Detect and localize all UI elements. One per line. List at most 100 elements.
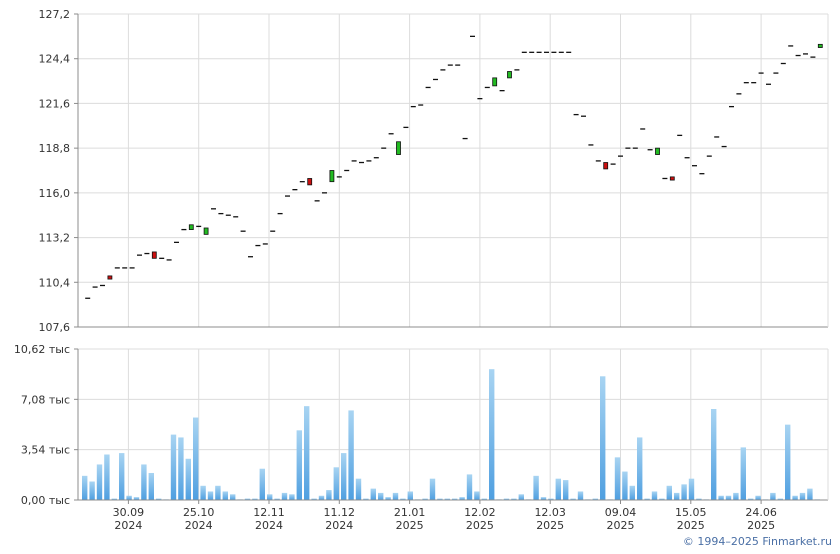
volume-bar: [770, 492, 776, 500]
volume-bar: [644, 498, 650, 500]
volume-bar: [119, 453, 125, 500]
volume-bar: [666, 485, 672, 500]
volume-bar: [185, 458, 191, 500]
copyright-credit: © 1994–2025 Finmarket.ru: [683, 535, 832, 548]
volume-bar: [156, 498, 162, 500]
volume-bar: [807, 488, 813, 500]
volume-bar: [511, 498, 517, 500]
volume-bar: [637, 437, 643, 500]
volume-bar: [777, 498, 783, 500]
volume-bar: [563, 480, 569, 500]
date-tick-year: 2025: [536, 519, 564, 532]
volume-bar: [711, 409, 717, 500]
volume-bar: [429, 478, 436, 500]
volume-bar: [548, 498, 554, 500]
date-tick-year: 2024: [114, 519, 142, 532]
volume-bar: [193, 417, 199, 500]
price-candle: [329, 170, 335, 183]
price-candle: [188, 224, 194, 230]
volume-bar: [437, 498, 443, 500]
price-candle: [669, 176, 675, 181]
price-tick-labels: 107,6 110,4 113,2 116,0 118,8 121,6 124,4 127,2: [39, 8, 71, 334]
price-candle: [396, 141, 401, 155]
volume-bar: [252, 498, 258, 500]
date-tick-day: 21.01: [394, 506, 426, 519]
volume-bar: [141, 464, 147, 500]
volume-bar: [281, 492, 288, 500]
volume-bar: [570, 498, 576, 500]
price-tick-label: 107,6: [39, 321, 71, 334]
volume-bar: [400, 498, 406, 500]
date-tick-year: 2024: [325, 519, 353, 532]
volume-bar: [718, 495, 724, 500]
volume-bar: [215, 485, 221, 500]
volume-bar: [481, 498, 487, 500]
volume-tick-label: 7,08 тыс: [21, 393, 70, 406]
volume-bar: [96, 464, 103, 500]
volume-bar: [133, 497, 140, 500]
volume-bar: [230, 494, 236, 500]
price-tick-label: 118,8: [39, 142, 71, 155]
volume-bar: [688, 478, 695, 500]
date-tick-day: 11.12: [324, 506, 356, 519]
price-tick-label: 124,4: [39, 53, 71, 66]
volume-bar: [674, 492, 680, 500]
volume-bar: [577, 491, 584, 500]
volume-bar: [748, 498, 754, 500]
price-candle: [603, 162, 609, 170]
volume-bar: [200, 485, 206, 500]
volume-bar: [104, 454, 110, 500]
volume-bar: [474, 491, 480, 500]
price-candle: [107, 275, 113, 280]
volume-bar: [170, 434, 177, 500]
volume-bar: [733, 492, 739, 500]
volume-bar: [755, 495, 761, 500]
date-tick-day: 09.04: [605, 506, 637, 519]
volume-tick-label: 10,62 тыс: [14, 343, 70, 356]
volume-bar: [311, 498, 317, 500]
volume-bar: [244, 498, 251, 500]
volume-bar: [452, 498, 458, 500]
volume-bar: [518, 494, 524, 500]
volume-bar: [111, 498, 117, 500]
volume-bar: [392, 492, 399, 500]
price-tick-label: 110,4: [39, 276, 71, 289]
price-tick-label: 116,0: [39, 187, 71, 200]
volume-bar: [259, 468, 265, 500]
volume-bar: [651, 491, 658, 500]
volume-bar: [296, 430, 302, 500]
volume-tick-label: 0,00 тыс: [21, 494, 70, 507]
volume-bar: [274, 498, 280, 500]
price-candle: [817, 43, 823, 48]
volume-bar: [681, 484, 687, 500]
volume-bar: [385, 497, 391, 500]
volume-bar: [489, 369, 495, 500]
volume-bar: [289, 494, 295, 500]
date-tick-day: 25.10: [183, 506, 215, 519]
volume-bar: [466, 474, 473, 500]
volume-bar: [222, 491, 228, 500]
volume-bar: [89, 481, 95, 500]
volume-bar: [792, 495, 798, 500]
price-candle: [507, 71, 512, 79]
volume-bar: [207, 491, 214, 500]
volume-bar: [614, 457, 621, 500]
volume-bar: [799, 492, 806, 500]
volume-bar: [725, 495, 732, 500]
volume-bar: [267, 494, 273, 500]
volume-bar: [348, 410, 354, 500]
volume-bar: [659, 498, 665, 500]
axes: [74, 13, 829, 504]
volume-bar: [600, 376, 606, 500]
volume-bar: [341, 453, 347, 500]
volume-bar: [629, 485, 635, 500]
price-tick-label: 121,6: [39, 97, 71, 110]
price-tick-label: 113,2: [39, 232, 71, 245]
volume-bar: [592, 498, 598, 500]
date-tick-day: 24.06: [745, 506, 777, 519]
date-tick-day: 30.09: [113, 506, 145, 519]
price-candle: [492, 77, 498, 87]
volume-bar: [407, 491, 413, 500]
volume-bar: [622, 471, 628, 500]
volume-bar: [82, 475, 88, 500]
